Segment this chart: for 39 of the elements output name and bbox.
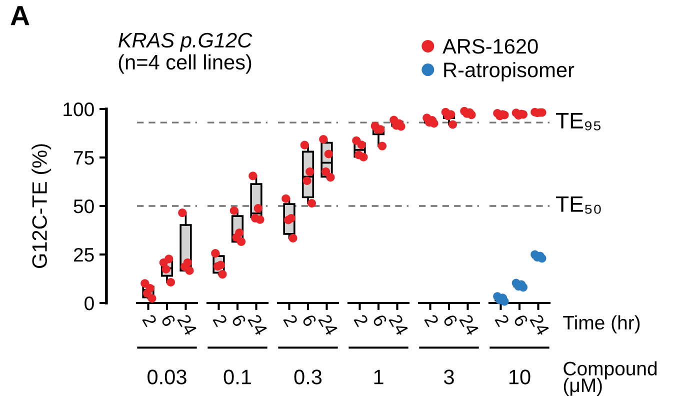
y-tick-label: 0 [84, 296, 94, 310]
text: Compound (μM) [564, 361, 657, 396]
legend-label: R-atropisomer [444, 62, 574, 82]
x-axis-title: 0.1 [224, 370, 251, 384]
x-axis-title: 0.3 [294, 370, 322, 384]
x-tick-label: 2 [283, 314, 298, 328]
x-tick-label: 6 [160, 314, 176, 328]
x-tick-label: 6 [442, 314, 458, 328]
y-tick-label: 25 [74, 248, 94, 262]
ref-line-label: TE₅₀ [556, 196, 601, 214]
text: Time (hr) [563, 315, 640, 334]
x-tick-label: 2 [212, 314, 228, 328]
x-axis-title: 10 [510, 370, 530, 384]
x-tick-label: 2 [424, 314, 440, 328]
x-tick-label: 24 [248, 314, 268, 336]
y-tick-label: 75 [74, 151, 94, 165]
y-axis-title: G12C-TE (%) [32, 144, 52, 268]
x-tick-label: 2 [142, 314, 158, 328]
x-axis-title: 1 [374, 370, 384, 384]
text: A [10, 6, 30, 26]
ref-line-label: TE₉₅ [556, 113, 600, 130]
chart-subtitle: (n=4 cell lines) [118, 54, 252, 74]
x-axis-title: 3 [444, 370, 454, 384]
x-tick-label: 24 [318, 314, 338, 336]
x-tick-label: 6 [513, 314, 528, 328]
legend-label: ARS-1620 [442, 38, 538, 54]
x-tick-label: 24 [530, 314, 550, 336]
x-tick-label: 24 [177, 314, 198, 336]
x-tick-label: 24 [388, 314, 409, 336]
x-tick-label: 6 [302, 314, 317, 328]
x-tick-label: 2 [354, 314, 369, 328]
x-tick-label: 6 [231, 314, 246, 328]
y-tick-label: 50 [74, 199, 94, 214]
x-axis-title: 0.03 [148, 370, 186, 384]
y-tick-label: 100 [64, 102, 94, 116]
x-tick-label: 6 [372, 314, 388, 328]
x-tick-label: 24 [459, 314, 480, 336]
chart-title: KRAS p.G12C [118, 32, 252, 52]
x-tick-label: 2 [494, 314, 510, 328]
